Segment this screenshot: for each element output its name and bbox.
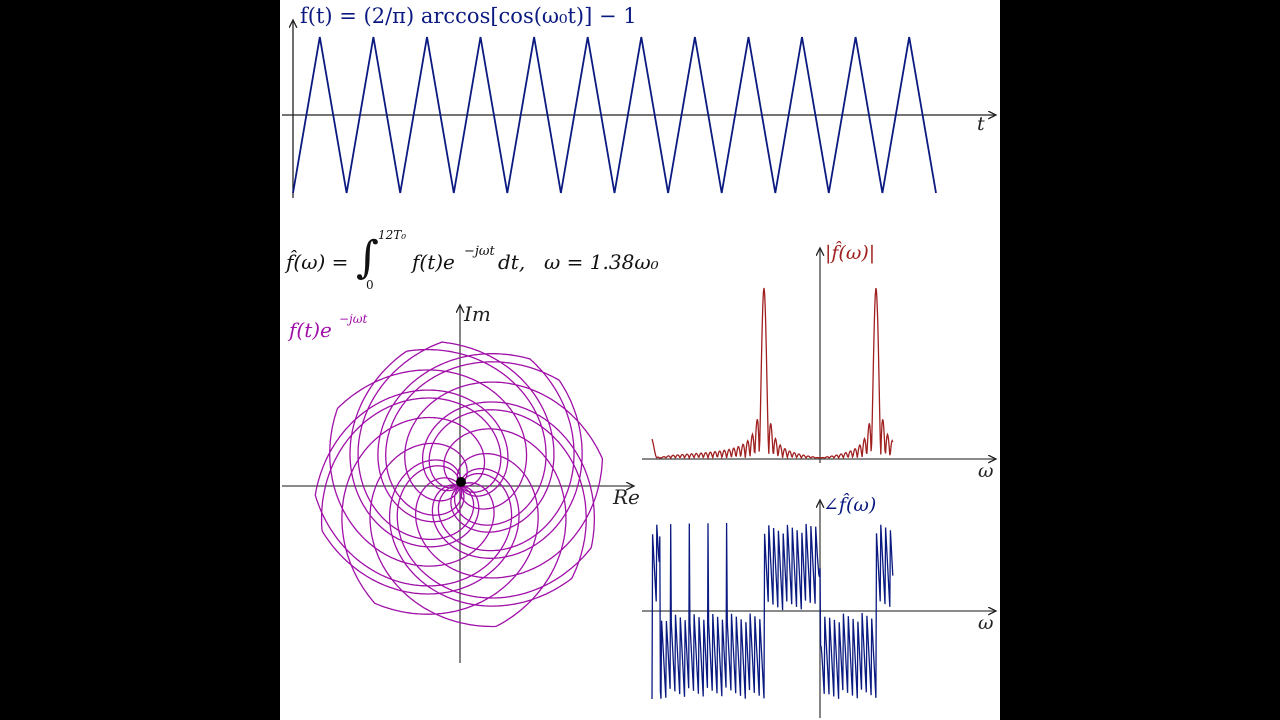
center-of-mass-dot — [456, 477, 466, 487]
top-plot-axes — [282, 20, 996, 198]
omega-value: ω = 1.38ω₀ — [544, 250, 659, 274]
im-axis-label: Im — [464, 302, 491, 326]
integrand-exponent: −jωt — [464, 244, 495, 259]
magnitude-label: |f̂(ω)| — [825, 242, 876, 264]
differential: dt, — [498, 250, 526, 274]
phase-label: ∠f̂(ω) — [823, 494, 877, 516]
re-axis-label: Re — [613, 485, 640, 509]
phase-axes — [642, 500, 996, 718]
magnitude-omega-label: ω — [978, 460, 994, 482]
plots-svg — [282, 0, 1000, 718]
lower-limit: 0 — [366, 278, 374, 292]
magnitude-curve — [651, 287, 894, 461]
figure-canvas: f(t) = (2/π) arccos[cos(ω₀t)] − 1 t f̂(ω… — [280, 0, 1000, 720]
phase-curve — [651, 522, 894, 700]
time-signal-formula: f(t) = (2/π) arccos[cos(ω₀t)] − 1 — [300, 4, 637, 28]
integrand: f(t)e — [412, 250, 455, 274]
magnitude-axes — [642, 248, 996, 463]
triangle-wave-line — [292, 36, 937, 194]
winding-label-exponent: −jωt — [339, 312, 368, 326]
upper-limit: 12T₀ — [378, 228, 407, 242]
transform-lhs: f̂(ω) = — [286, 250, 349, 274]
phase-omega-label: ω — [978, 612, 994, 634]
t-axis-label: t — [977, 113, 985, 135]
integral-sign: ∫ — [356, 232, 379, 283]
winding-label-base: f(t)e — [289, 318, 332, 342]
